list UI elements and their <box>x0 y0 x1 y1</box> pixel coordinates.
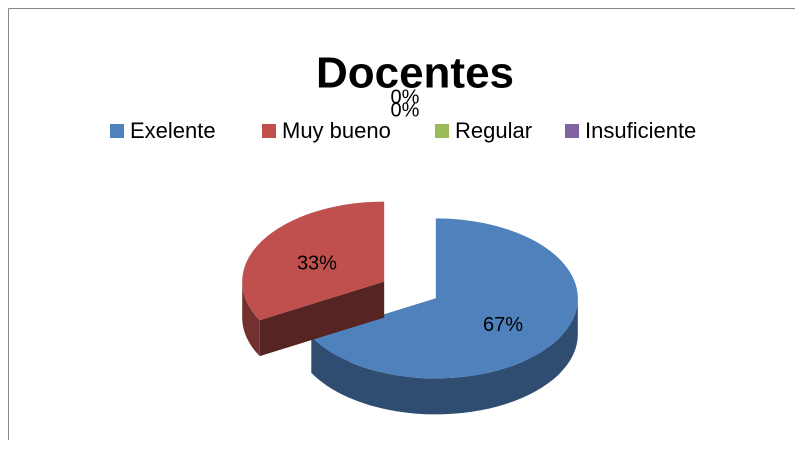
data-label: 0% <box>391 86 420 108</box>
slice-side <box>242 281 260 357</box>
legend-label: Muy bueno <box>282 118 391 143</box>
legend-swatch <box>435 124 449 138</box>
legend-label: Exelente <box>130 118 216 143</box>
legend: Exelente Muy bueno Regular Insuficiente <box>110 118 696 143</box>
pie: 67% 33% 0%0% <box>242 86 578 415</box>
data-label: 67% <box>483 314 523 336</box>
slice-side <box>311 298 578 415</box>
slice <box>311 218 578 379</box>
slice-wall <box>259 281 385 357</box>
data-label: 33% <box>297 252 337 274</box>
data-label: 0% <box>391 99 420 121</box>
slice <box>242 201 385 321</box>
legend-swatch <box>110 124 124 138</box>
legend-swatch <box>262 124 276 138</box>
chart-title: Docentes <box>316 49 514 98</box>
legend-swatch <box>565 124 579 138</box>
legend-label: Insuficiente <box>585 118 696 143</box>
legend-label: Regular <box>455 118 532 143</box>
